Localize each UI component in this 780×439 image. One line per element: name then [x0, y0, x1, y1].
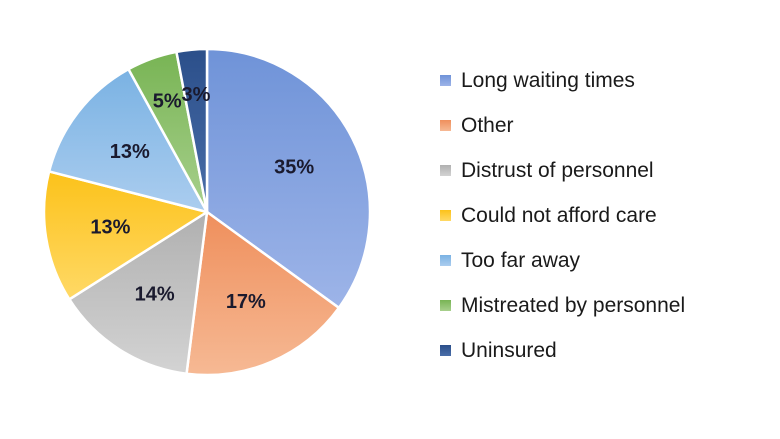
legend-item-long-waiting-times: Long waiting times	[440, 58, 685, 103]
legend-swatch	[440, 120, 451, 131]
legend-swatch	[440, 345, 451, 356]
legend-item-mistreated-by-personnel: Mistreated by personnel	[440, 283, 685, 328]
pie-slice-long-waiting-times	[205, 47, 372, 310]
legend-item-uninsured: Uninsured	[440, 328, 685, 373]
pie-value-label-mistreated-by-personnel: 5%	[153, 91, 182, 113]
pie-slice-uninsured	[175, 47, 209, 214]
pie-value-label-too-far-away: 13%	[110, 141, 150, 163]
pie-slice-other	[185, 210, 341, 377]
legend-label: Too far away	[461, 248, 581, 272]
legend-label: Other	[461, 113, 514, 137]
legend-swatch	[440, 75, 451, 86]
legend-swatch	[440, 210, 451, 221]
pie-value-label-could-not-afford-care: 13%	[90, 216, 130, 238]
legend-label: Long waiting times	[461, 68, 635, 92]
legend-label: Distrust of personnel	[461, 158, 654, 182]
pie-value-label-uninsured: 3%	[182, 84, 211, 106]
pie-value-label-long-waiting-times: 35%	[274, 157, 314, 179]
pie-value-label-other: 17%	[226, 291, 266, 313]
legend-swatch	[440, 165, 451, 176]
legend-item-too-far-away: Too far away	[440, 238, 685, 283]
chart-legend: Long waiting times Other Distrust of perso…	[440, 58, 685, 373]
pie-value-labels: 35% 17% 14% 13% 13% 5% 3%	[90, 84, 314, 313]
pie-slice-could-not-afford-care	[42, 170, 209, 301]
legend-label: Mistreated by personnel	[461, 293, 686, 317]
legend-item-distrust-of-personnel: Distrust of personnel	[440, 148, 685, 193]
pie-slice-too-far-away	[47, 67, 209, 214]
pie-slice-distrust-of-personnel	[68, 210, 209, 375]
pie-slices	[42, 47, 372, 377]
legend-swatch	[440, 255, 451, 266]
legend-item-could-not-afford-care: Could not afford care	[440, 193, 685, 238]
legend-label: Uninsured	[461, 338, 557, 362]
legend-label: Could not afford care	[461, 203, 657, 227]
pie-plot: 35% 17% 14% 13% 13% 5% 3%	[42, 47, 372, 377]
legend-swatch	[440, 300, 451, 311]
legend-item-other: Other	[440, 103, 685, 148]
pie-value-label-distrust-of-personnel: 14%	[135, 284, 175, 306]
